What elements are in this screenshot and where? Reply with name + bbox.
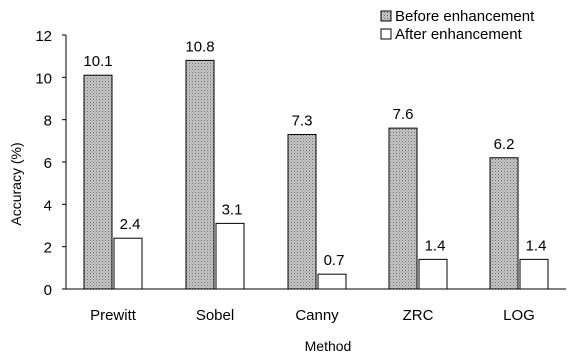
bar-after-zrc bbox=[418, 258, 448, 290]
bars bbox=[83, 59, 549, 290]
bar-before-prewitt bbox=[83, 74, 113, 290]
bar-before-zrc bbox=[388, 127, 418, 290]
y-tick-label: 8 bbox=[44, 113, 52, 130]
x-tick-label-sobel: Sobel bbox=[196, 307, 234, 324]
data-label-after-sobel: 3.1 bbox=[222, 201, 243, 218]
bar-after-sobel bbox=[215, 222, 245, 290]
data-label-before-prewitt: 10.1 bbox=[83, 53, 112, 70]
bar-after-prewitt bbox=[113, 237, 143, 290]
legend-label-before: Before enhancement bbox=[395, 8, 535, 25]
y-axis-title: Accuracy (%) bbox=[8, 142, 24, 225]
data-label-after-canny: 0.7 bbox=[324, 252, 345, 269]
data-label-before-log: 6.2 bbox=[494, 136, 515, 153]
data-label-before-zrc: 7.6 bbox=[393, 106, 414, 123]
data-label-before-canny: 7.3 bbox=[292, 112, 313, 129]
x-tick-label-zrc: ZRC bbox=[403, 307, 434, 324]
bar-after-log bbox=[519, 258, 549, 290]
y-tick-label: 12 bbox=[35, 28, 52, 45]
axes: 0 2 4 6 8 10 12 Prewitt Sobel Canny ZRC LOG bbox=[35, 28, 566, 324]
data-label-after-prewitt: 2.4 bbox=[120, 216, 141, 233]
y-tick-label: 6 bbox=[44, 155, 52, 172]
data-label-before-sobel: 10.8 bbox=[185, 38, 214, 55]
data-labels: 10.1 2.4 10.8 3.1 7.3 0.7 7.6 1.4 6.2 1.4 bbox=[83, 38, 546, 269]
legend-swatch-before bbox=[380, 10, 392, 22]
data-label-after-zrc: 1.4 bbox=[425, 237, 446, 254]
y-tick-label: 0 bbox=[44, 282, 52, 299]
legend-swatch-after bbox=[380, 28, 392, 40]
x-tick-label-log: LOG bbox=[503, 307, 535, 324]
legend-label-after: After enhancement bbox=[395, 26, 523, 43]
y-tick-label: 10 bbox=[35, 70, 52, 87]
data-label-after-log: 1.4 bbox=[526, 237, 547, 254]
x-axis-title: Method bbox=[305, 338, 352, 354]
bar-after-canny bbox=[317, 273, 347, 290]
bar-before-sobel bbox=[185, 59, 215, 290]
x-tick-label-canny: Canny bbox=[295, 307, 339, 324]
y-tick-label: 4 bbox=[44, 197, 52, 214]
y-tick-label: 2 bbox=[44, 240, 52, 257]
bar-before-canny bbox=[287, 133, 317, 290]
bar-before-log bbox=[489, 157, 519, 290]
x-tick-label-prewitt: Prewitt bbox=[90, 307, 137, 324]
